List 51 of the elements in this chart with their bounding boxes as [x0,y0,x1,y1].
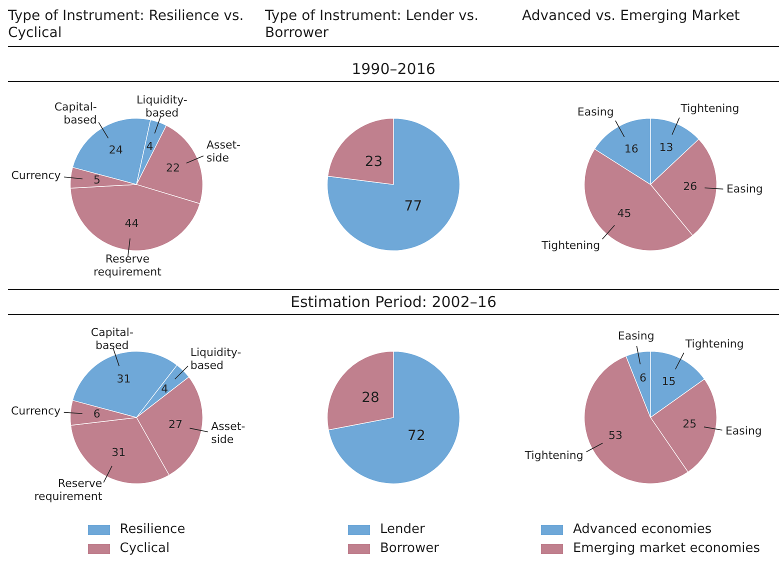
data-label: 13 [659,140,674,154]
data-label: 4 [161,382,168,396]
slice-label: Liquidity-based [190,346,242,372]
slice-label: Tightening [524,449,584,462]
slice-label: Reserve requirement [34,477,103,504]
data-label: 31 [116,372,131,386]
slice-label: Tightening [680,102,740,115]
slice-label: Liquidity-based [136,93,188,120]
data-label: 22 [166,162,180,175]
chart-title: Type of Instrument: Resilience vs. Cyclical [8,8,244,41]
data-label: 28 [362,390,380,406]
data-label: 77 [404,198,422,214]
slice-label: Currency [11,404,62,418]
text: Emerging market economies [572,541,760,556]
data-label: 45 [617,207,632,220]
chart-title: Type of Instrument: Lender vs. Borrower [265,8,479,41]
data-label: 4 [146,140,154,153]
data-label: 72 [408,428,426,444]
text: Advanced economies [572,522,712,537]
text: Resilience [120,522,186,537]
slice-label: Currency [11,168,62,182]
data-label: 53 [608,429,622,442]
data-label: 24 [108,143,123,156]
data-label: 27 [168,418,182,432]
slice-label: Tightening [684,337,744,350]
data-label: 31 [112,446,126,459]
chart-subtitle: Estimation Period: 2002–16 [290,293,496,311]
data-label: 15 [662,375,676,388]
chart-subtitle: 1990–2016 [352,60,436,78]
slice-label: Easing [725,424,762,438]
text: Cyclical [120,541,170,556]
data-label: 44 [124,216,139,230]
data-label: 16 [624,142,638,156]
data-label: 6 [639,371,646,384]
data-label: 26 [683,180,698,193]
slice-label: Tightening [540,238,600,252]
slice-label: Easing [618,330,654,343]
data-label: 23 [364,154,383,170]
data-label: 25 [682,417,697,430]
data-label: 6 [93,408,100,421]
data-label: 5 [93,173,100,186]
slice-label: Capital-based [54,100,97,127]
legend-label: Borrower [380,541,439,556]
slice-label: Asset-side [211,420,246,446]
slice-label: Easing [577,105,614,118]
chart-title: Advanced vs. Emerging Market [522,8,740,24]
slice-label: Reserve requirement [94,252,162,278]
slice-label: Capital-based [90,326,134,352]
slice-label: Asset-side [206,138,241,165]
legend-label: Lender [380,522,425,537]
slice-label: Easing [726,182,763,196]
